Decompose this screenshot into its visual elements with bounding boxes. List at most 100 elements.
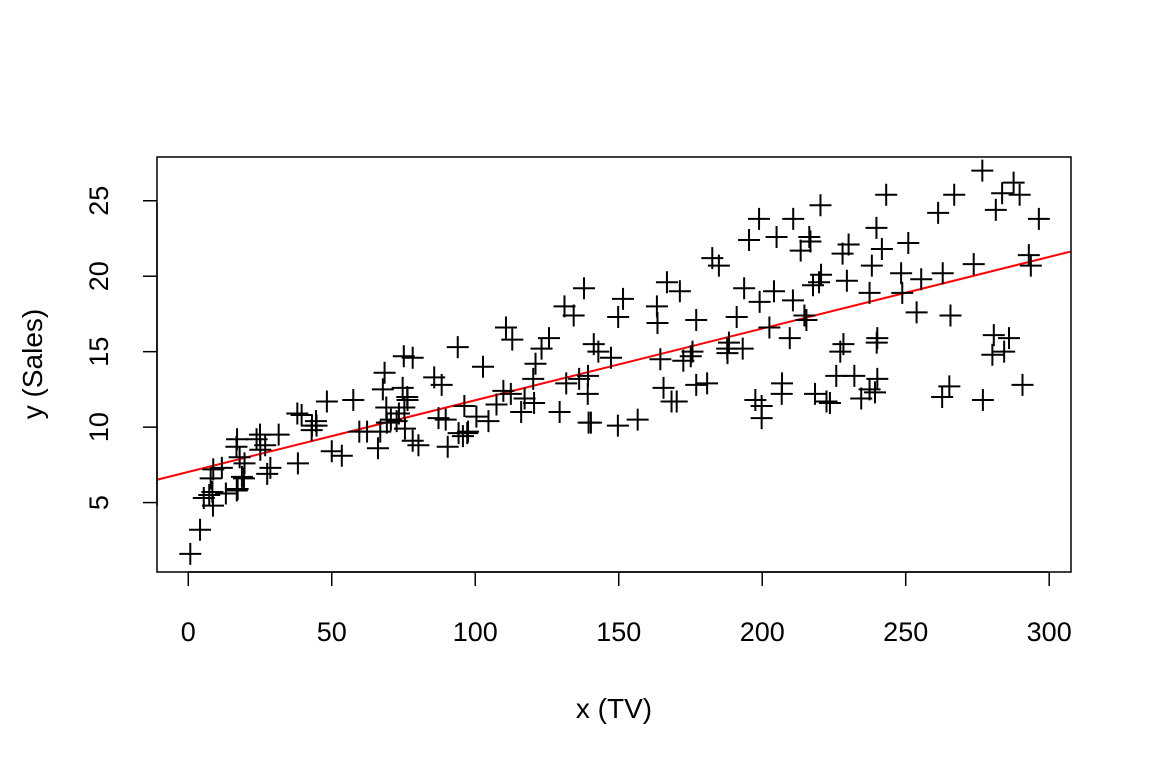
data-point [189, 518, 212, 541]
data-point [465, 405, 488, 428]
data-point [612, 287, 635, 310]
data-point [226, 478, 249, 500]
data-point [523, 391, 546, 414]
data-point [198, 484, 221, 507]
data-point [943, 183, 966, 206]
data-point [835, 269, 858, 292]
data-point [939, 304, 962, 327]
x-tick-label: 150 [596, 617, 641, 647]
data-point [226, 428, 249, 451]
data-point [579, 411, 602, 434]
data-point [538, 327, 561, 350]
data-point [286, 452, 309, 475]
data-point [436, 435, 459, 458]
x-tick-label: 100 [453, 617, 498, 647]
data-point [860, 254, 883, 277]
y-tick-label: 20 [84, 261, 114, 291]
data-point [798, 225, 821, 248]
data-point [201, 494, 224, 517]
data-point [795, 308, 818, 331]
data-point [818, 391, 841, 414]
data-point [782, 207, 805, 230]
data-point [366, 437, 389, 460]
data-point [375, 411, 398, 434]
data-point [866, 327, 889, 350]
data-point [396, 388, 419, 411]
data-point [665, 390, 688, 413]
data-point [905, 301, 928, 324]
data-point [1002, 171, 1025, 194]
x-axis-label: x (TV) [576, 693, 652, 724]
data-point [254, 434, 277, 457]
data-point [179, 542, 202, 565]
data-point [320, 440, 343, 463]
data-point [748, 290, 771, 313]
data-point [891, 281, 914, 304]
data-point [553, 295, 576, 318]
data-point [477, 410, 500, 433]
data-point [391, 376, 414, 399]
data-point [577, 364, 600, 387]
data-point [765, 225, 788, 248]
data-point [573, 277, 596, 300]
data-point [401, 346, 424, 369]
x-tick-label: 300 [1027, 617, 1072, 647]
data-point [510, 401, 533, 424]
data-point [1011, 373, 1034, 396]
data-point [342, 388, 365, 411]
data-point [286, 402, 309, 425]
data-point [1017, 244, 1040, 267]
data-point [993, 340, 1016, 363]
data-point [1008, 183, 1031, 206]
data-point [199, 467, 222, 490]
data-point [646, 312, 669, 334]
data-point [451, 425, 474, 448]
data-point [393, 417, 416, 440]
data-point [230, 465, 253, 488]
data-point [267, 423, 290, 446]
y-tick-label: 15 [84, 337, 114, 367]
y-tick-label: 5 [84, 495, 114, 510]
data-point [815, 390, 838, 413]
data-point [762, 280, 785, 303]
data-point [330, 444, 353, 467]
data-point [931, 262, 954, 285]
data-point [793, 304, 816, 327]
data-point [809, 194, 832, 217]
data-point [738, 229, 761, 251]
data-point [457, 420, 480, 443]
x-tick-label: 200 [740, 617, 785, 647]
data-point [599, 346, 622, 369]
x-axis: 0 50 100 150 200 250 300 [181, 571, 1072, 647]
data-point [771, 372, 794, 395]
data-point [501, 328, 524, 351]
y-axis-label: y (Sales) [17, 309, 48, 419]
data-point [758, 316, 781, 339]
data-point [685, 373, 708, 396]
data-point [607, 305, 630, 328]
data-point [971, 388, 994, 411]
y-tick-label: 10 [84, 412, 114, 442]
data-point [430, 373, 453, 396]
data-point [831, 242, 854, 265]
data-point [652, 376, 675, 399]
data-point [837, 233, 860, 256]
data-point [733, 277, 756, 300]
fit-line-layer [156, 250, 1072, 481]
data-point [210, 456, 233, 479]
data-point [626, 408, 649, 431]
data-point [750, 395, 773, 417]
data-point [870, 238, 893, 261]
x-tick-label: 250 [883, 617, 928, 647]
data-point [890, 262, 913, 285]
data-point [587, 340, 610, 363]
data-point [707, 254, 730, 277]
data-point [407, 434, 430, 457]
data-point [781, 289, 804, 312]
data-point [245, 428, 268, 451]
data-point [778, 327, 801, 350]
data-point [875, 183, 898, 206]
data-point [249, 438, 272, 461]
data-point [485, 393, 508, 416]
